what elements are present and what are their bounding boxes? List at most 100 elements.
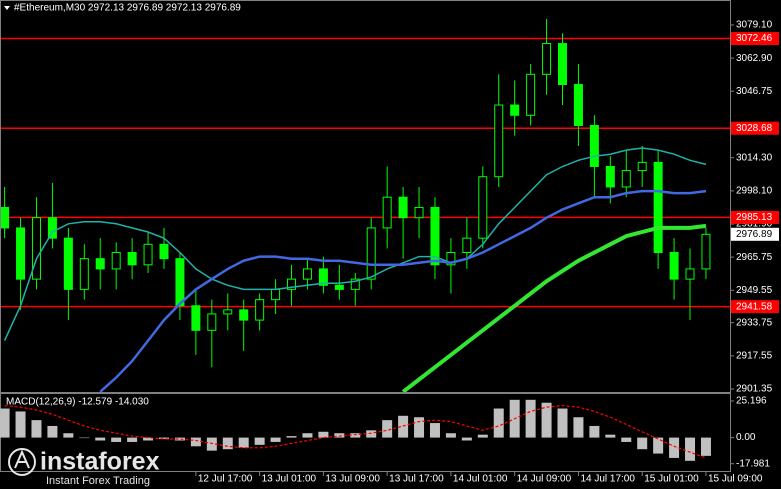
macd-title: MACD(12,26,9) -12.579 -14.030 — [6, 397, 149, 408]
macd-bar — [621, 437, 632, 442]
candle-body — [701, 233, 711, 270]
macd-bar — [493, 408, 504, 438]
macd-signal — [4, 404, 707, 459]
macd-bar — [286, 436, 297, 438]
candle-body — [350, 278, 360, 290]
candle-body — [223, 309, 233, 315]
macd-bar — [589, 425, 600, 438]
candle-body — [31, 217, 41, 280]
candle-body — [558, 43, 567, 86]
level-label: 2985.13 — [736, 212, 773, 223]
macd-bar — [190, 437, 201, 447]
level-label-bg — [731, 210, 779, 224]
macd-bar — [445, 433, 456, 438]
macd-bar — [398, 415, 409, 438]
price-label-bg — [731, 227, 779, 241]
macd-bar — [63, 433, 74, 438]
macd-bar — [79, 437, 90, 439]
macd-bar — [206, 437, 217, 451]
macd-bar — [47, 425, 58, 438]
candle-body — [63, 237, 73, 290]
macd-bar — [669, 437, 680, 458]
moving-average — [3, 147, 707, 341]
candle-body — [79, 258, 89, 290]
candle-body — [159, 243, 169, 260]
watermark: instaforex Instant Forex Trading — [8, 448, 160, 487]
candle-body — [16, 227, 26, 280]
candle-body — [542, 43, 552, 75]
x-tick-label: 15 Jul 01:00 — [644, 474, 699, 485]
level-label-bg — [731, 300, 779, 314]
level-label-bg — [731, 32, 779, 46]
macd-bar — [174, 437, 185, 441]
candle-body — [1, 206, 10, 229]
x-tick-label: 13 Jul 09:00 — [325, 474, 380, 485]
logo — [8, 448, 36, 476]
candle-body — [430, 206, 440, 266]
y-tick-label: -17.981 — [736, 458, 770, 469]
menu-icon — [4, 6, 10, 10]
y-tick-label: 2901.35 — [736, 384, 773, 395]
candle-body — [685, 268, 695, 280]
candle-body — [621, 170, 631, 188]
candle-body — [526, 73, 536, 116]
macd-bar — [477, 434, 488, 438]
level-label-bg — [731, 121, 779, 135]
macd-bar — [95, 437, 106, 441]
candle-body — [271, 288, 281, 301]
candle-body — [175, 258, 185, 307]
macd-bar — [318, 431, 329, 438]
macd-bar — [222, 437, 233, 450]
macd-bar — [143, 437, 154, 441]
macd-bar — [637, 437, 648, 450]
y-tick-label: 2965.75 — [736, 252, 773, 263]
candle-body — [111, 252, 121, 270]
candle-body — [573, 84, 583, 127]
macd-bar — [111, 437, 122, 442]
candle-body — [510, 104, 520, 116]
candle-body — [302, 268, 312, 280]
candle-body — [637, 161, 647, 172]
macd-bar — [700, 437, 711, 456]
y-tick-label: 0.00 — [736, 432, 756, 443]
candle-body — [589, 125, 599, 167]
macd-bar — [525, 399, 536, 438]
macd-bar — [254, 437, 265, 445]
price-plot — [1, 19, 730, 392]
candle-body — [191, 305, 201, 331]
candle-body — [669, 252, 679, 280]
chart-title: #Ethereum,M30 2972.13 2976.89 2972.13 29… — [14, 3, 241, 14]
level-label: 3028.68 — [736, 123, 773, 134]
macd-bar — [31, 420, 42, 438]
candle-body — [605, 165, 615, 188]
macd-bar — [159, 437, 169, 440]
logo-mark — [14, 449, 30, 469]
candle-body — [207, 313, 217, 331]
macd-panel — [0, 393, 731, 472]
y-tick-label: 3014.30 — [736, 152, 773, 163]
y-tick-label: 3062.90 — [736, 53, 773, 64]
candle-body — [398, 196, 408, 219]
candle-body — [143, 243, 153, 266]
x-tick-label: 14 Jul 17:00 — [580, 474, 635, 485]
y-tick-label: 25.196 — [736, 396, 767, 407]
macd-bar — [270, 437, 281, 442]
candle-body — [366, 227, 376, 280]
y-tick-label: 2917.55 — [736, 350, 773, 361]
x-tick-label: 12 Jul 17:00 — [198, 474, 253, 485]
macd-bar — [605, 434, 616, 438]
macd-bar — [382, 420, 393, 438]
candle-body — [382, 196, 392, 229]
watermark-brand: instaforex — [40, 448, 160, 476]
x-tick-label: 13 Jul 01:00 — [262, 474, 317, 485]
macd-bar — [302, 433, 313, 438]
candle-body — [462, 237, 472, 254]
candle-body — [127, 252, 137, 266]
candle-body — [478, 176, 488, 239]
candle-body — [287, 278, 297, 290]
level-label: 2941.58 — [736, 301, 773, 312]
macd-bar — [366, 430, 377, 438]
level-label: 3072.46 — [736, 33, 773, 44]
candle-body — [47, 217, 57, 239]
